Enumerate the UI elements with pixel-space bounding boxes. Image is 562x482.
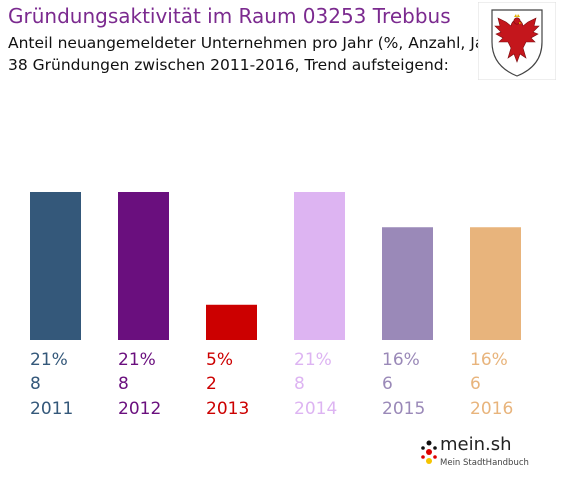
year-label-2013: 2013	[206, 399, 249, 419]
percent-label-2011: 21%	[30, 350, 68, 370]
count-label-2016: 6	[470, 374, 481, 394]
bar-2015	[382, 227, 433, 340]
year-label-2016: 2016	[470, 399, 513, 419]
logo-tagline: Mein StadtHandbuch	[440, 458, 529, 468]
percent-label-2012: 21%	[118, 350, 156, 370]
count-label-2012: 8	[118, 374, 129, 394]
chart-subtitle-description: Anteil neuangemeldeter Unternehmen pro J…	[8, 34, 507, 52]
percent-label-2015: 16%	[382, 350, 420, 370]
percent-label-2014: 21%	[294, 350, 332, 370]
bar-2016	[470, 227, 521, 340]
count-label-2015: 6	[382, 374, 393, 394]
year-label-2015: 2015	[382, 399, 425, 419]
count-label-2013: 2	[206, 374, 217, 394]
bar-2012	[118, 192, 169, 340]
bar-2014	[294, 192, 345, 340]
year-label-2014: 2014	[294, 399, 337, 419]
count-label-2014: 8	[294, 374, 305, 394]
bar-2013	[206, 304, 257, 340]
germany-flag-pin-icon	[421, 440, 437, 464]
page-title: Gründungsaktivität im Raum 03253 Trebbus	[8, 4, 451, 28]
chart-subtitle-summary: 38 Gründungen zwischen 2011-2016, Trend …	[8, 56, 449, 74]
count-label-2011: 8	[30, 374, 41, 394]
bar-2011	[30, 192, 81, 340]
brandenburg-eagle-crest-icon	[478, 2, 556, 80]
year-label-2011: 2011	[30, 399, 73, 419]
logo-wordmark: mein.sh	[440, 434, 512, 455]
year-label-2012: 2012	[118, 399, 161, 419]
percent-label-2016: 16%	[470, 350, 508, 370]
percent-label-2013: 5%	[206, 350, 233, 370]
mein-sh-logo: mein.sh Mein StadtHandbuch	[418, 432, 530, 476]
